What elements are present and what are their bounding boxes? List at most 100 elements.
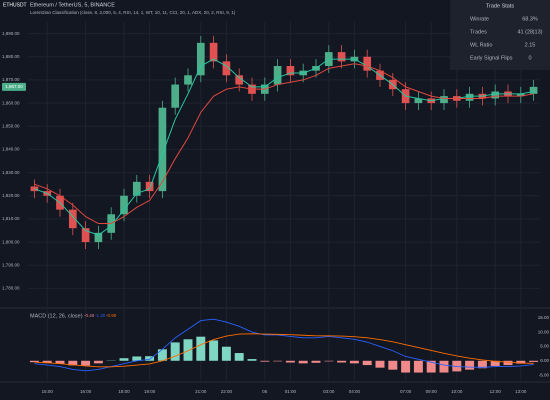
- macd-readout: -0.90: [106, 313, 117, 318]
- histogram-bar: [157, 349, 167, 361]
- histogram-bar: [516, 360, 526, 364]
- candle-body: [414, 98, 423, 104]
- histogram-bar: [298, 360, 308, 364]
- y-tick-label: 1,890.00: [2, 31, 20, 36]
- candle-body: [465, 93, 474, 101]
- macd-title: MACD (12, 26, close): [30, 313, 83, 319]
- histogram-bar: [401, 360, 411, 373]
- macd-readout: -1.30: [95, 313, 106, 318]
- histogram-bar: [68, 360, 78, 366]
- y-tick-label: 1,860.00: [2, 100, 20, 105]
- x-tick-label: 16:00: [80, 389, 92, 394]
- histogram-bar: [388, 360, 398, 370]
- y-tick-label: 1,830.00: [2, 170, 20, 175]
- stats-label: WL Ratio: [470, 42, 492, 48]
- histogram-bar: [477, 360, 487, 369]
- candle-body: [171, 84, 180, 108]
- stats-title: Trade Stats: [486, 3, 514, 9]
- candle-body: [286, 66, 295, 76]
- histogram-bar: [490, 360, 500, 366]
- x-tick-label: 19:00: [144, 389, 156, 394]
- stats-label: Winrate: [470, 16, 489, 22]
- histogram-bar: [285, 360, 295, 363]
- y-tick-label: 1,780.00: [2, 286, 20, 291]
- x-tick-label: 13:00: [515, 389, 527, 394]
- histogram-bar: [465, 360, 475, 370]
- histogram-bar: [273, 360, 283, 362]
- x-tick-label: 18:00: [118, 389, 130, 394]
- x-tick-label: 01:00: [285, 389, 297, 394]
- candle-body: [30, 186, 39, 192]
- x-tick-label: 09:00: [426, 389, 438, 394]
- candle-body: [235, 75, 244, 85]
- histogram-bar: [221, 346, 231, 361]
- candle-body: [94, 232, 103, 243]
- y-tick-label: -5.00: [539, 372, 550, 377]
- histogram-bar: [247, 359, 257, 361]
- x-tick-label: 06: [262, 389, 268, 394]
- candle-body: [158, 107, 167, 192]
- macd-line: [34, 318, 534, 372]
- x-tick-label: 04:00: [349, 389, 361, 394]
- candle-body: [132, 181, 141, 196]
- y-tick-label: 1,800.00: [2, 239, 20, 244]
- histogram-bar: [413, 360, 423, 373]
- histogram-bar: [196, 336, 206, 361]
- macd-line: [34, 333, 534, 368]
- histogram-bar: [337, 360, 347, 363]
- histogram-bar: [119, 358, 129, 361]
- last-price-label: 1,867.00: [5, 84, 23, 89]
- stats-label: Early Signal Flips: [470, 55, 513, 61]
- histogram-bar: [209, 340, 219, 361]
- stats-value: 41 (28|13): [518, 29, 543, 35]
- candle-body: [68, 209, 77, 229]
- chart-title: Ethereum / TetherUS, 5, BINANCE: [30, 2, 115, 8]
- histogram-bar: [55, 360, 65, 364]
- indicator-title: Lorentzian Classification (close, 8, 2,0…: [30, 10, 236, 15]
- candle-body: [529, 86, 538, 94]
- histogram-bar: [29, 360, 39, 363]
- y-tick-label: 1,790.00: [2, 262, 20, 267]
- candle-body: [337, 52, 346, 62]
- histogram-bar: [349, 360, 359, 364]
- stats-panel: [450, 0, 550, 70]
- x-tick-label: 03:00: [323, 389, 335, 394]
- y-tick-label: 10.00: [538, 329, 550, 334]
- candle-body: [516, 93, 525, 97]
- candle-body: [145, 181, 154, 192]
- candle-body: [196, 42, 205, 76]
- histogram-bar: [234, 353, 244, 361]
- y-tick-label: 1,840.00: [2, 147, 20, 152]
- candle-body: [273, 66, 282, 85]
- y-tick-label: 1,810.00: [2, 216, 20, 221]
- x-tick-label: 21:00: [195, 389, 207, 394]
- symbol: ETHUSDT: [3, 2, 27, 8]
- histogram-bar: [529, 360, 539, 362]
- last-price-box: [2, 82, 26, 91]
- candle-body: [184, 75, 192, 85]
- y-tick-label: 1,820.00: [2, 193, 20, 198]
- candle-body: [120, 195, 128, 215]
- x-tick-label: 10:00: [451, 389, 463, 394]
- histogram-bar: [260, 360, 270, 362]
- y-tick-label: 1,880.00: [2, 54, 20, 59]
- x-tick-label: 22:00: [221, 389, 233, 394]
- histogram-bar: [439, 360, 449, 373]
- histogram-bar: [132, 356, 142, 361]
- histogram-bar: [324, 360, 334, 362]
- candle-body: [81, 228, 90, 243]
- histogram-bar: [81, 360, 91, 366]
- y-tick-label: 0.00: [540, 358, 549, 363]
- stats-label: Trades: [470, 29, 487, 35]
- histogram-bar: [93, 360, 103, 364]
- y-tick-label: 15.00: [538, 315, 550, 320]
- moving-average-line: [34, 63, 534, 225]
- candle-body: [363, 56, 372, 71]
- stats-value: 68.3%: [522, 16, 538, 22]
- histogram-bar: [426, 360, 436, 373]
- histogram-bar: [375, 360, 385, 368]
- histogram-bar: [503, 360, 513, 366]
- histogram-bar: [362, 360, 372, 366]
- histogram-bar: [42, 360, 52, 364]
- x-tick-label: 07:00: [400, 389, 412, 394]
